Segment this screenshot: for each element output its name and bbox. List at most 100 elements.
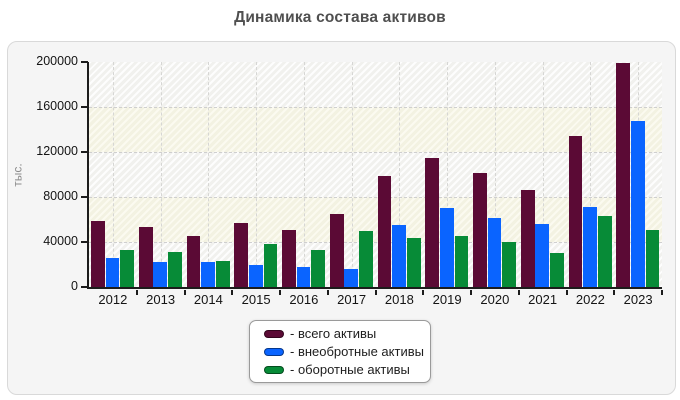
plot-band xyxy=(89,242,662,287)
x-tick-label: 2019 xyxy=(432,292,462,307)
bar xyxy=(120,249,135,287)
legend-swatch xyxy=(264,329,284,338)
x-tick-mark xyxy=(279,290,281,295)
y-tick-label: 120000 xyxy=(36,144,78,158)
x-tick-mark xyxy=(470,290,472,295)
bar xyxy=(311,249,326,287)
bar xyxy=(248,264,263,287)
y-tick-mark xyxy=(81,61,88,63)
legend-item: - всего активы xyxy=(264,326,420,341)
x-tick-label: 2018 xyxy=(384,292,414,307)
x-tick-label: 2014 xyxy=(193,292,223,307)
bar xyxy=(616,63,631,287)
y-tick-mark xyxy=(81,106,88,108)
bar xyxy=(473,173,487,287)
y-tick-label: 160000 xyxy=(36,99,78,113)
v-gridline xyxy=(447,62,449,287)
bar xyxy=(282,229,296,287)
y-tick-mark xyxy=(81,286,88,288)
legend-item-label: - всего активы xyxy=(290,326,377,341)
v-gridline xyxy=(399,62,401,287)
x-tick-mark xyxy=(231,290,234,295)
bar xyxy=(439,208,454,287)
legend-item: - внеобротные активы xyxy=(264,344,424,359)
h-gridline xyxy=(89,152,662,153)
bar xyxy=(520,190,535,287)
bar xyxy=(502,242,517,287)
y-tick-label: 40000 xyxy=(43,234,78,248)
y-axis-title-text: тыс. xyxy=(11,162,25,187)
v-gridline xyxy=(303,62,305,287)
bar xyxy=(645,229,660,287)
x-tick-mark xyxy=(374,290,377,295)
plot-canvas xyxy=(89,62,662,287)
legend-swatch xyxy=(264,347,284,356)
y-tick-mark xyxy=(81,151,88,153)
v-gridline xyxy=(256,62,258,287)
x-tick-label: 2022 xyxy=(575,292,605,307)
bar xyxy=(392,225,406,287)
bar xyxy=(535,224,550,287)
legend-item: - оборотные активы xyxy=(264,362,420,377)
y-axis-title: тыс. xyxy=(2,62,34,287)
plot-band xyxy=(89,152,662,197)
chart-title: Динамика состава активов xyxy=(234,9,446,26)
bar xyxy=(406,237,421,287)
bar xyxy=(454,236,469,287)
v-gridline xyxy=(112,62,114,287)
bar xyxy=(105,257,120,287)
y-tick-mark xyxy=(81,196,88,198)
y-tick-label: 80000 xyxy=(43,189,78,203)
x-tick-label: 2013 xyxy=(146,292,176,307)
bar xyxy=(168,252,182,287)
y-tick-label: 0 xyxy=(71,279,78,293)
legend: - всего активы - внеобротные активы - обор… xyxy=(249,320,431,383)
v-gridline xyxy=(208,62,210,287)
legend-item-label: - внеобротные активы xyxy=(290,344,424,359)
h-gridline xyxy=(89,242,662,243)
v-gridline xyxy=(494,62,496,287)
bar xyxy=(138,227,153,287)
bar xyxy=(568,136,583,287)
x-tick-mark xyxy=(183,290,186,295)
v-gridline xyxy=(160,62,162,287)
x-tick-label: 2020 xyxy=(480,292,510,307)
plot-band xyxy=(89,62,662,107)
plot-band xyxy=(89,107,662,152)
bar xyxy=(630,120,645,287)
bar xyxy=(296,266,311,287)
x-tick-mark xyxy=(613,290,616,295)
y-tick-label: 200000 xyxy=(36,54,78,68)
bar xyxy=(201,262,215,287)
bar xyxy=(550,253,564,287)
x-tick-label: 2023 xyxy=(623,292,653,307)
bar xyxy=(583,207,597,287)
x-tick-mark xyxy=(135,290,138,295)
v-gridline xyxy=(542,62,544,287)
x-tick-label: 2017 xyxy=(337,292,367,307)
x-tick-mark xyxy=(422,290,425,295)
bar xyxy=(186,236,201,287)
x-tick-mark xyxy=(326,290,329,295)
bar xyxy=(263,244,278,287)
v-gridline xyxy=(590,62,592,287)
h-gridline xyxy=(89,197,662,198)
bar xyxy=(425,157,440,287)
bar xyxy=(359,230,373,287)
h-gridline xyxy=(89,107,662,108)
x-tick-mark xyxy=(661,290,663,295)
x-tick-mark xyxy=(517,290,520,295)
bar xyxy=(234,222,249,287)
bar xyxy=(597,216,612,287)
bar xyxy=(91,220,105,287)
plot-band xyxy=(89,197,662,242)
x-tick-label: 2021 xyxy=(528,292,558,307)
plot-area xyxy=(87,62,662,289)
bar xyxy=(344,269,359,287)
bar xyxy=(215,261,230,287)
bar xyxy=(329,213,344,287)
v-gridline xyxy=(351,62,353,287)
bar xyxy=(153,262,168,287)
y-tick-mark xyxy=(81,241,88,243)
